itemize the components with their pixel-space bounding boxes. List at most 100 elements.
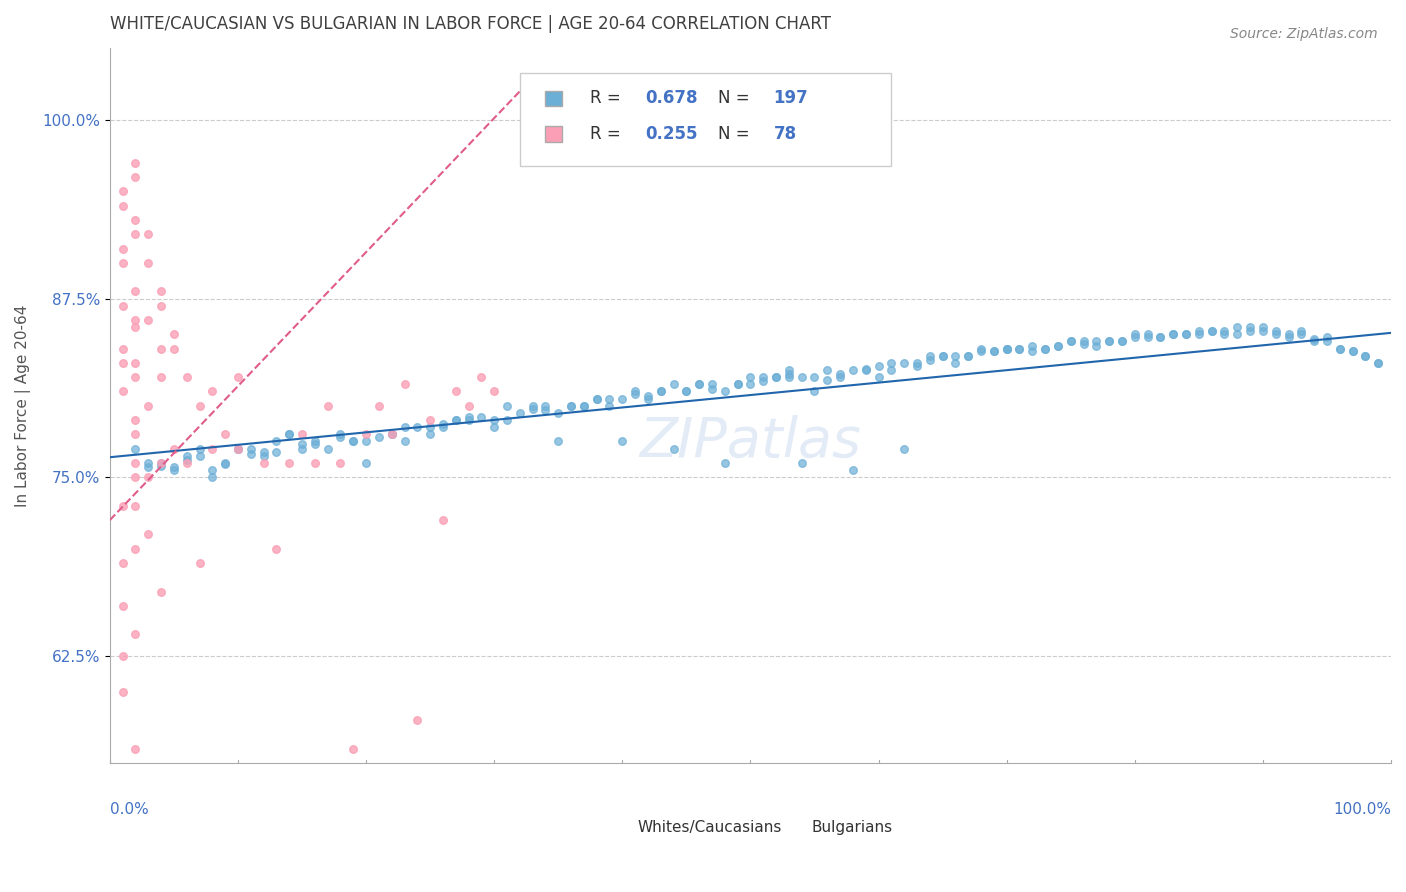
Point <box>176 456 198 470</box>
Point <box>1008 342 1031 356</box>
Point <box>1123 327 1146 342</box>
Point <box>226 442 249 456</box>
Point <box>1149 330 1171 344</box>
Point <box>111 185 134 199</box>
Point <box>124 470 146 484</box>
Point <box>534 399 557 413</box>
Point <box>612 434 634 449</box>
Point <box>444 413 467 427</box>
Point <box>1239 325 1261 339</box>
Point <box>1033 342 1056 356</box>
Point <box>752 370 775 384</box>
Point <box>1188 325 1211 339</box>
Point <box>304 434 326 449</box>
Point <box>1060 334 1083 349</box>
Point <box>675 384 697 399</box>
Point <box>163 460 186 475</box>
Point <box>700 382 723 396</box>
Point <box>150 370 173 384</box>
Point <box>176 449 198 463</box>
Point <box>1021 339 1043 353</box>
Point <box>111 856 134 871</box>
Point <box>957 349 980 363</box>
Point <box>316 399 339 413</box>
Point <box>482 384 505 399</box>
Point <box>1303 332 1326 346</box>
Point <box>316 442 339 456</box>
Point <box>419 427 441 442</box>
Point <box>945 349 967 363</box>
Point <box>893 356 915 370</box>
Point <box>560 399 582 413</box>
Point <box>522 399 544 413</box>
Point <box>496 413 519 427</box>
Point <box>688 377 710 392</box>
Point <box>905 356 928 370</box>
Point <box>637 389 659 403</box>
Text: N =: N = <box>718 89 755 107</box>
FancyBboxPatch shape <box>520 73 891 167</box>
Point <box>381 427 404 442</box>
Point <box>201 463 224 477</box>
Text: Source: ZipAtlas.com: Source: ZipAtlas.com <box>1230 27 1378 41</box>
Point <box>957 349 980 363</box>
Point <box>765 370 787 384</box>
Text: 0.678: 0.678 <box>645 89 697 107</box>
Point <box>995 342 1018 356</box>
Point <box>381 427 404 442</box>
Point <box>1008 342 1031 356</box>
Point <box>842 463 865 477</box>
Point <box>880 363 903 377</box>
Point <box>329 430 352 444</box>
Point <box>1264 325 1286 339</box>
Point <box>662 377 685 392</box>
Point <box>855 363 877 377</box>
Point <box>1046 339 1069 353</box>
Text: Whites/Caucasians: Whites/Caucasians <box>638 820 782 835</box>
Point <box>547 406 569 420</box>
Point <box>214 427 236 442</box>
Point <box>124 285 146 299</box>
Point <box>803 370 825 384</box>
Point <box>1136 327 1159 342</box>
Point <box>1251 320 1274 334</box>
Point <box>1085 339 1108 353</box>
Point <box>136 456 159 470</box>
Point <box>1123 330 1146 344</box>
Point <box>163 442 186 456</box>
Point <box>572 399 595 413</box>
Point <box>650 384 672 399</box>
Point <box>124 499 146 513</box>
Point <box>470 410 492 425</box>
Point <box>252 456 274 470</box>
Point <box>432 417 454 432</box>
Point <box>444 413 467 427</box>
Point <box>278 427 301 442</box>
Point <box>675 384 697 399</box>
Point <box>457 413 479 427</box>
Text: 100.0%: 100.0% <box>1333 802 1391 817</box>
Point <box>534 403 557 417</box>
Point <box>266 434 288 449</box>
Point <box>918 353 941 368</box>
Point <box>342 434 364 449</box>
FancyBboxPatch shape <box>546 127 562 142</box>
Point <box>176 370 198 384</box>
Point <box>136 313 159 327</box>
Point <box>406 420 429 434</box>
Point <box>637 392 659 406</box>
Point <box>1239 320 1261 334</box>
Point <box>893 442 915 456</box>
Point <box>226 442 249 456</box>
Point <box>778 363 800 377</box>
Point <box>150 342 173 356</box>
Point <box>983 344 1005 359</box>
Point <box>688 377 710 392</box>
Point <box>1098 334 1121 349</box>
Text: 78: 78 <box>773 125 797 144</box>
Point <box>1303 334 1326 349</box>
Point <box>291 427 314 442</box>
Point <box>124 427 146 442</box>
Point <box>1213 327 1236 342</box>
Point <box>111 499 134 513</box>
